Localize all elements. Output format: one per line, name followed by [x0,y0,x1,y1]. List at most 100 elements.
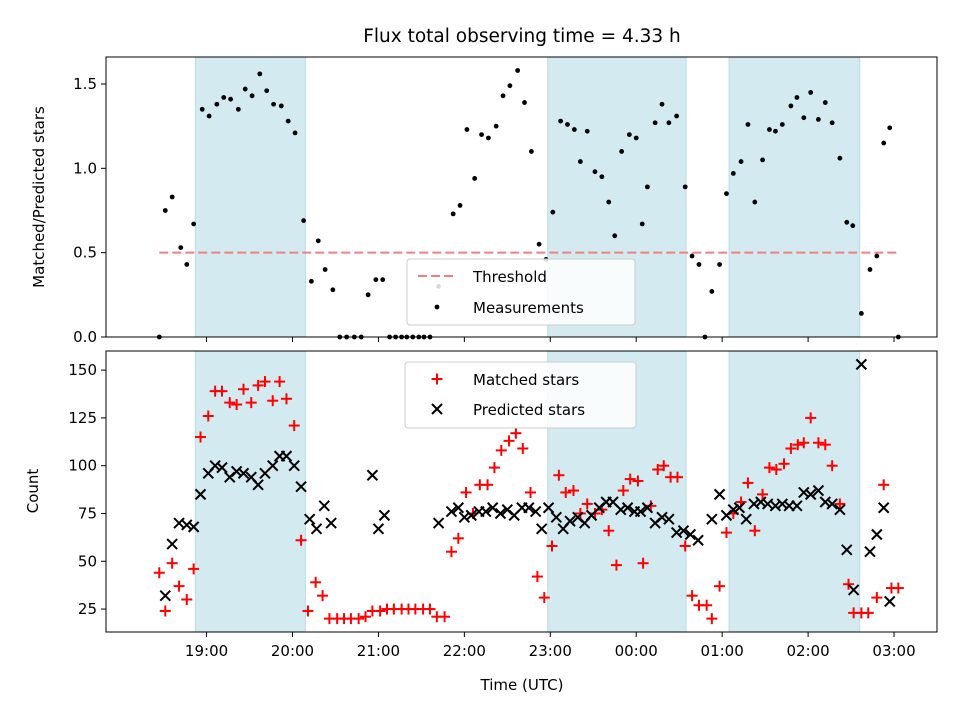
measurement-point [752,199,758,205]
measurement-point [808,90,814,95]
measurement-point [709,289,715,294]
x-tick-label: 22:00 [443,642,486,660]
predicted-star-point [670,526,683,539]
measurement-point [184,262,190,267]
measurement-point [206,113,212,119]
predicted-star-point [713,488,726,501]
matched-star-point [819,439,831,451]
matched-star-point [701,599,713,611]
measurement-point [214,101,220,107]
measurement-point [874,253,880,259]
predicted-star-point [318,500,330,512]
predicted-star-point-b [487,502,499,514]
shaded-interval [728,350,861,633]
predicted-star-point [288,459,300,472]
matched-star-point [195,431,207,443]
predicted-star-point-b [366,469,379,481]
x-tick-label: 19:00 [185,642,228,660]
measurement-point [322,267,328,272]
predicted-star-point [621,502,634,514]
matched-star-point [617,485,629,497]
predicted-star-point [755,496,767,508]
predicted-star-point [480,505,492,518]
measurement-point [271,101,276,107]
predicted-star-point [378,509,391,522]
measurement-point [365,292,371,298]
predicted-star-point [878,502,890,514]
matched-star-point [826,460,838,472]
measurement-point [330,287,336,293]
bottom-y-tick-label: 150 [68,361,97,379]
predicted-star-point-b [480,505,492,518]
matched-star-point [531,571,543,583]
measurement-point [472,176,478,181]
predicted-star-point [458,511,471,524]
predicted-star-point [159,589,172,602]
matched-star-point [245,397,257,409]
bottom-y-tick-label: 125 [68,409,97,427]
predicted-star-point [366,469,379,481]
measurement-point [301,218,307,224]
x-axis-label: Time (UTC) [480,676,564,694]
bottom-y-tick-label: 25 [78,600,97,618]
matched-star-point [173,580,185,592]
measurement-point [599,174,605,180]
predicted-star-point-b [748,498,760,510]
measurement-point [850,223,856,229]
matched-star-point [525,486,537,498]
bottom-legend-box [404,361,637,429]
measurement-point [816,117,821,122]
measurement-point [242,86,248,92]
matched-star-point [624,473,636,485]
measurement-point [837,155,843,161]
predicted-star-point [798,486,810,499]
matched-star-point [812,437,824,449]
measurement-point [584,128,590,134]
predicted-star-point [445,505,458,518]
measurement-point [867,267,873,272]
matched-star-point [153,567,165,579]
measurement-point [515,68,521,73]
measurement-point [881,140,887,146]
matched-star-point [181,594,193,606]
predicted-star-point [819,496,831,508]
matched-star-point [445,546,457,558]
measurement-point [500,93,506,99]
top-y-tick-label: 0.5 [73,244,97,262]
measurement-point [522,100,527,105]
predicted-star-point [303,513,316,525]
matched-star-point [871,592,883,604]
predicted-star-point [372,523,385,535]
predicted-star-point-b [776,498,789,510]
predicted-star-point [494,507,507,520]
matched-star-point [770,464,782,476]
matched-star-point [878,479,890,491]
matched-star-point [353,613,365,625]
matched-star-point [252,379,264,391]
predicted-star-point [452,502,465,514]
matched-star-point [288,420,300,432]
predicted-star-point-b [641,502,654,514]
matched-star-point [792,439,804,451]
predicted-star-point [432,517,445,529]
measurement-point [639,221,645,227]
matched-star-point [460,486,472,498]
x-tick-label: 00:00 [615,642,658,660]
measurement-point [178,245,184,251]
predicted-star-point-b [372,523,385,535]
predicted-star-point [871,528,883,541]
matched-star-point [166,557,178,569]
predicted-star-point [864,546,876,558]
predicted-star-point [252,479,264,491]
predicted-star-point [310,523,323,535]
measurement-point [773,128,778,134]
predicted-star-point [209,459,221,472]
x-tick-label: 20:00 [271,642,314,660]
x-tick-label: 03:00 [872,642,915,660]
predicted-star-point [847,584,860,596]
predicted-star-point-b [656,511,668,524]
measurement-point [249,93,255,99]
matched-star-point [658,460,670,472]
predicted-star-point [181,519,193,531]
